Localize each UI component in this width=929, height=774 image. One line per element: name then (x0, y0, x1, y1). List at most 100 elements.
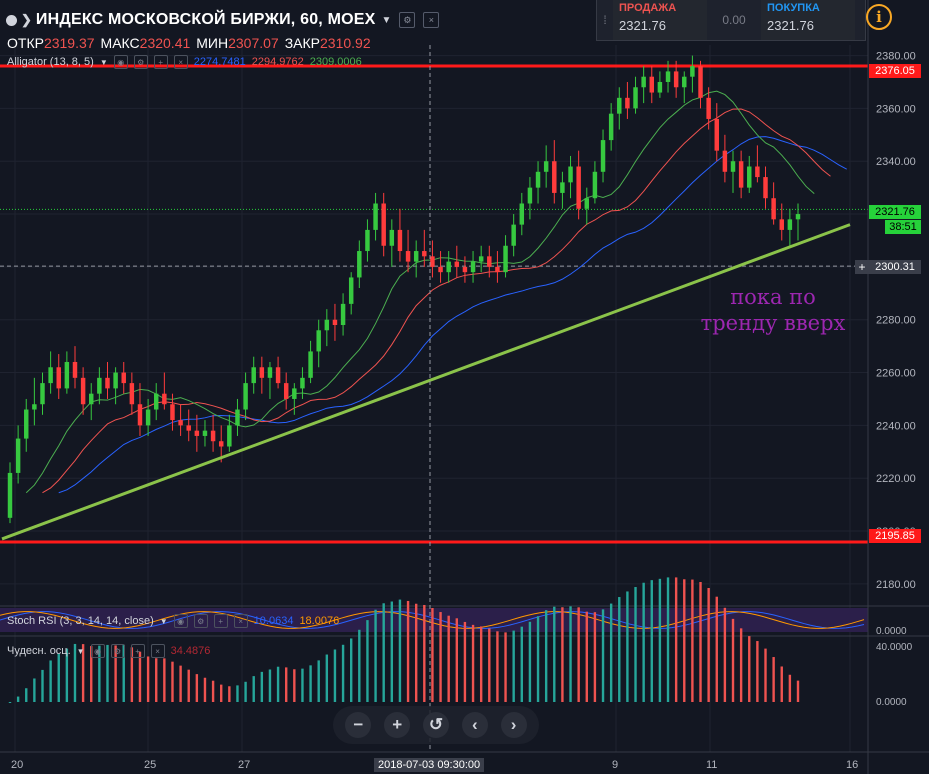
info-icon[interactable]: i (866, 4, 892, 30)
ao-bar (536, 616, 540, 702)
candle-down (283, 383, 289, 399)
eye-icon[interactable]: ◉ (113, 55, 128, 69)
candle-up (24, 409, 29, 439)
eye-icon[interactable]: ◉ (173, 614, 188, 628)
candle-down (673, 71, 679, 88)
ao-bar (171, 661, 174, 702)
ao-bar (715, 596, 718, 702)
ohlc-open-value: 2319.37 (43, 35, 95, 51)
close-icon[interactable]: × (150, 644, 165, 658)
chevron-down-icon[interactable]: ▼ (381, 14, 392, 26)
add-icon[interactable]: + (153, 55, 168, 69)
candle-down (275, 367, 281, 384)
ohlc-close-label: ЗАКР (284, 35, 321, 51)
ao-bar (561, 607, 564, 702)
countdown-label: 38:51 (885, 220, 921, 234)
candle-down (763, 177, 768, 199)
candle-down (72, 361, 78, 378)
zoom-out-button[interactable]: − (345, 712, 372, 738)
symbol-title[interactable]: ИНДЕКС МОСКОВСКОЙ БИРЖИ, 60, MOEX (35, 11, 376, 28)
ao-bar (528, 621, 532, 702)
candle-down (552, 161, 557, 193)
add-icon[interactable]: + (130, 644, 145, 658)
candle-down (170, 404, 175, 421)
candle-up (665, 71, 671, 82)
candle-up (543, 161, 549, 172)
ao-bar (187, 669, 190, 702)
ao-bar (122, 645, 125, 702)
ao-bar (130, 647, 134, 702)
add-icon[interactable]: + (213, 614, 228, 628)
ao-bar (81, 644, 85, 702)
candle-up (503, 245, 508, 273)
ohlc-open: ОТКР2319.37 (7, 35, 95, 51)
candle-up (227, 425, 232, 447)
candle-down (422, 251, 427, 257)
zoom-in-button[interactable]: + (384, 712, 411, 738)
candle-down (162, 393, 167, 405)
chevron-down-icon[interactable]: ▼ (99, 57, 108, 67)
candle-up (617, 97, 622, 114)
eye-icon[interactable]: ◉ (90, 644, 105, 658)
ao-bar (163, 658, 166, 702)
ao-bar (8, 702, 12, 703)
chevron-down-icon[interactable]: ▼ (76, 646, 85, 656)
symbol-header[interactable]: ❯ ИНДЕКС МОСКОВСКОЙ БИРЖИ, 60, MOEX ▼ ⚙ … (6, 10, 440, 30)
chevron-down-icon[interactable]: ▼ (159, 616, 168, 626)
last-price-label: 2321.76 (869, 205, 921, 219)
annotation-text[interactable]: пока по тренду вверх (696, 284, 850, 336)
reset-icon[interactable]: ↺ (422, 712, 449, 738)
candle-up (15, 438, 21, 473)
close-icon[interactable]: × (233, 614, 248, 628)
settings-icon[interactable]: ⚙ (133, 55, 148, 69)
ao-legend[interactable]: Чудесн. осц. ▼ ◉ ⚙ + × 34.4876 (7, 644, 210, 658)
ao-bar (374, 609, 377, 702)
candle-up (348, 277, 354, 304)
stoch-d-value: 18.0076 (299, 615, 340, 627)
close-icon[interactable]: × (423, 12, 440, 28)
alligator-legend[interactable]: Alligator (13, 8, 5) ▼ ◉ ⚙ + × 2274.7481… (7, 55, 362, 69)
ao-bar (431, 608, 434, 702)
scroll-right-button[interactable]: › (500, 712, 527, 738)
ao-bar (520, 626, 523, 702)
ao-bar (479, 626, 483, 702)
alligator-name[interactable]: Alligator (13, 8, 5) (7, 56, 94, 68)
ao-bar (447, 615, 450, 702)
ao-bar (626, 591, 629, 702)
buy-button[interactable]: ПОКУПКА 2321.76 (761, 0, 855, 40)
candle-down (771, 198, 776, 220)
annotation-line-2: тренду вверх (700, 311, 846, 335)
sell-button[interactable]: ПРОДАЖА 2321.76 (613, 0, 707, 40)
y-tick-label: 2260.00 (876, 368, 916, 380)
candle-up (690, 66, 695, 77)
settings-icon[interactable]: ⚙ (193, 614, 208, 628)
candle-up (365, 229, 370, 252)
candle-down (178, 420, 183, 426)
ao-bar (544, 610, 548, 702)
candle-down (779, 219, 784, 230)
alligator-lips-value: 2309.0006 (309, 56, 362, 68)
candle-up (682, 76, 687, 88)
close-icon[interactable]: × (173, 55, 188, 69)
settings-icon[interactable]: ⚙ (399, 12, 416, 28)
ao-name[interactable]: Чудесн. осц. (7, 645, 71, 657)
candle-down (80, 377, 86, 405)
stoch-legend[interactable]: Stoch RSI (3, 3, 14, 14, close) ▼ ◉ ⚙ + … (7, 614, 339, 628)
candle-down (218, 441, 224, 447)
drag-handle-icon[interactable]: ⁞ (603, 13, 607, 27)
ao-bar (739, 628, 743, 702)
candle-up (40, 383, 45, 405)
ao-bar (796, 680, 800, 702)
ao-bar (731, 618, 735, 702)
settings-icon[interactable]: ⚙ (110, 644, 125, 658)
candle-up (235, 409, 240, 426)
ao-bar (16, 696, 20, 702)
ao-axis-mid: 0.0000 (876, 697, 907, 708)
ao-bar (325, 654, 329, 702)
candle-up (535, 171, 541, 188)
ao-bar (553, 606, 556, 702)
annotation-line-1: пока по (730, 285, 816, 309)
add-alert-icon[interactable]: + (855, 260, 869, 274)
scroll-left-button[interactable]: ‹ (461, 712, 488, 738)
stoch-name[interactable]: Stoch RSI (3, 3, 14, 14, close) (7, 615, 154, 627)
